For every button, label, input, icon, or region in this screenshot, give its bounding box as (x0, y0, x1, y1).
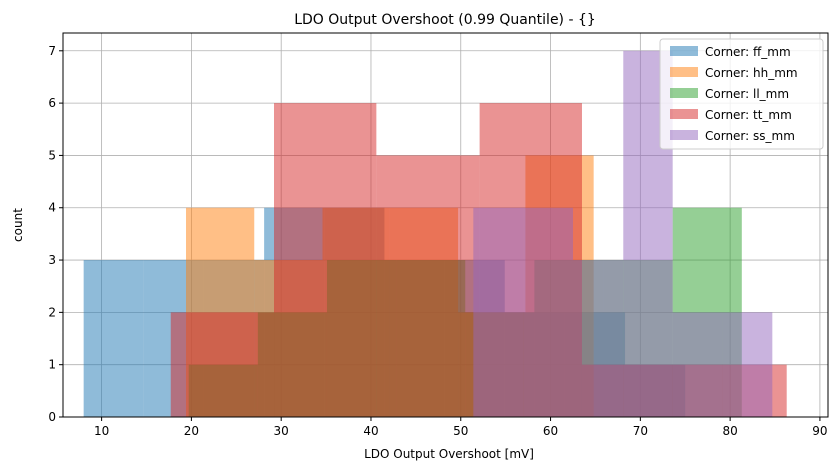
legend-swatch (670, 67, 698, 77)
histogram-bar (672, 312, 723, 417)
x-tick-label: 80 (722, 424, 737, 438)
chart-title: LDO Output Overshoot (0.99 Quantile) - {… (294, 12, 596, 28)
legend-swatch (670, 88, 698, 98)
histogram-bar (473, 207, 524, 417)
legend-entry: Corner: tt_mm (705, 108, 792, 122)
x-tick-label: 10 (94, 424, 109, 438)
legend-entry: Corner: ll_mm (705, 87, 789, 101)
x-tick-label: 30 (274, 424, 289, 438)
y-tick-label: 1 (48, 358, 56, 372)
y-tick-label: 0 (48, 410, 56, 424)
x-tick-label: 60 (543, 424, 558, 438)
legend-swatch (670, 46, 698, 56)
legend-entry: Corner: ss_mm (705, 129, 795, 143)
x-tick-label: 50 (453, 424, 468, 438)
x-axis-label: LDO Output Overshoot [mV] (364, 447, 534, 461)
y-tick-label: 4 (48, 201, 56, 215)
ticks: 10 20 30 40 50 60 70 80 90 0 1 2 3 4 5 6 7 (48, 44, 827, 438)
legend-box (659, 38, 824, 150)
x-tick-label: 20 (184, 424, 199, 438)
y-tick-label: 6 (48, 96, 56, 110)
y-tick-label: 7 (48, 44, 56, 58)
x-tick-label: 90 (812, 424, 827, 438)
x-tick-label: 40 (363, 424, 378, 438)
legend-entry: Corner: ff_mm (705, 45, 791, 59)
y-tick-label: 5 (48, 148, 56, 162)
bars (83, 50, 787, 417)
histogram-bar (83, 260, 144, 417)
y-axis-label: count (11, 208, 25, 242)
histogram-bar (376, 155, 480, 417)
x-tick-label: 70 (633, 424, 648, 438)
histogram-bar (523, 207, 573, 417)
legend: Corner: ff_mm Corner: hh_mm Corner: ll_mm C… (659, 38, 824, 150)
histogram-bar (722, 312, 773, 417)
histogram-bar (573, 260, 624, 417)
legend-swatch (670, 130, 698, 140)
histogram-bar (274, 103, 377, 417)
y-tick-label: 3 (48, 253, 56, 267)
histogram-bar (170, 312, 275, 417)
legend-entry: Corner: hh_mm (705, 66, 798, 80)
legend-swatch (670, 109, 698, 119)
y-tick-label: 2 (48, 305, 56, 319)
plot-frame (62, 32, 829, 418)
